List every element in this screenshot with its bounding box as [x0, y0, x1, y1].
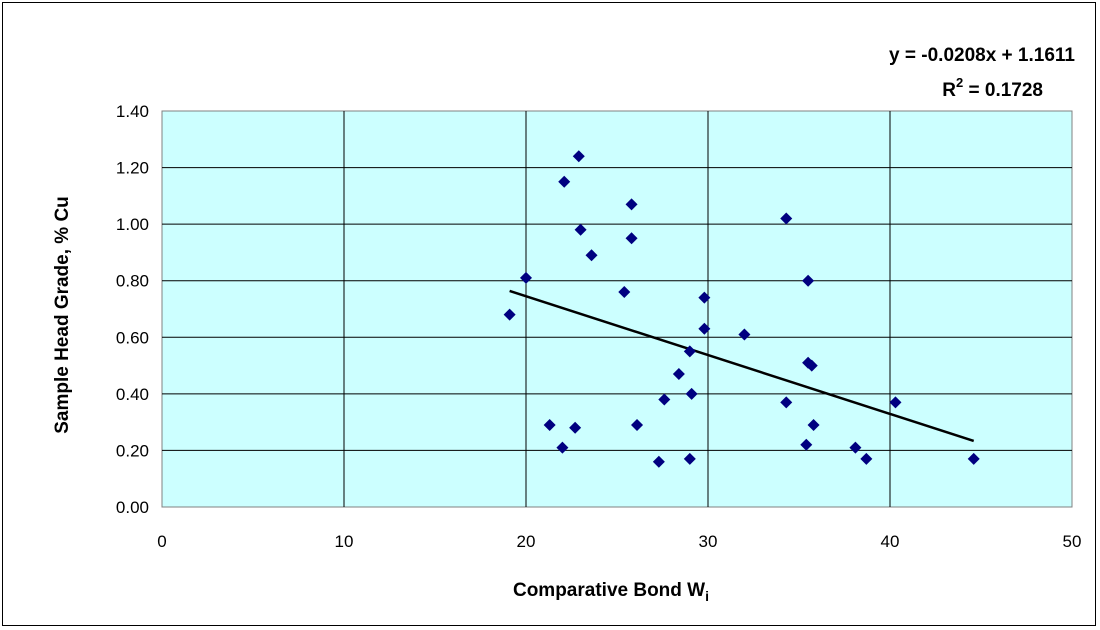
x-axis-title-subscript: i: [705, 588, 709, 604]
data-point-marker: [802, 274, 815, 287]
x-axis-title: Comparative Bond Wi: [513, 580, 709, 604]
x-axis-title-main: Comparative Bond W: [513, 580, 705, 601]
r-squared-value: = 0.1728: [963, 80, 1043, 101]
x-tick-label: 0: [157, 532, 166, 551]
r-squared-superscript: 2: [956, 75, 963, 90]
data-point-marker: [967, 452, 980, 465]
data-point-marker: [625, 198, 638, 211]
data-point-marker: [685, 387, 698, 400]
data-point-marker: [558, 175, 571, 188]
x-tick-label: 10: [335, 532, 354, 551]
data-point-marker: [807, 418, 820, 431]
data-point-marker: [889, 396, 902, 409]
x-tick-label: 30: [699, 532, 718, 551]
x-axis-ticks: 0 10 20 30 40 50: [157, 532, 1081, 551]
y-tick-label: 1.40: [116, 102, 149, 121]
r-squared-r: R: [942, 80, 956, 101]
plot-area: [161, 110, 1073, 508]
y-tick-label: 0.60: [116, 328, 149, 347]
data-point-marker: [738, 328, 751, 341]
data-point-marker: [672, 368, 685, 381]
y-axis-ticks: 0.00 0.20 0.40 0.60 0.80 1.00 1.20 1.40: [116, 102, 149, 517]
x-tick-label: 40: [881, 532, 900, 551]
data-point-marker: [618, 286, 631, 299]
data-point-marker: [556, 441, 569, 454]
data-point-marker: [520, 271, 532, 284]
data-point-marker: [860, 452, 873, 465]
data-point-marker: [585, 249, 598, 262]
data-point-marker: [543, 418, 556, 431]
r-squared-label: R2 = 0.1728: [942, 75, 1043, 101]
y-tick-label: 0.40: [116, 385, 149, 404]
x-tick-label: 20: [517, 532, 536, 551]
data-point-marker: [625, 232, 638, 245]
data-point-marker: [631, 418, 644, 431]
data-point-marker: [849, 441, 862, 454]
data-point-marker: [800, 438, 813, 451]
data-point-marker: [698, 322, 711, 335]
data-point-marker: [572, 150, 585, 163]
data-point-marker: [658, 393, 671, 406]
y-axis-title: Sample Head Grade, % Cu: [52, 196, 73, 434]
data-point-marker: [780, 396, 793, 409]
gridlines: [162, 111, 1072, 507]
trendline-equation: y = -0.0208x + 1.1611: [889, 45, 1075, 66]
data-points: [503, 150, 980, 468]
data-point-marker: [805, 359, 818, 372]
y-tick-label: 1.20: [116, 159, 149, 178]
data-point-marker: [698, 291, 711, 304]
data-point-marker: [683, 452, 696, 465]
data-point-marker: [652, 455, 665, 468]
data-point-marker: [780, 212, 793, 225]
data-point-marker: [574, 223, 587, 236]
x-tick-label: 50: [1063, 532, 1082, 551]
y-tick-label: 0.00: [116, 498, 149, 517]
trendline: [509, 289, 975, 443]
y-tick-label: 0.20: [116, 441, 149, 460]
y-tick-label: 0.80: [116, 272, 149, 291]
y-tick-label: 1.00: [116, 215, 149, 234]
data-point-marker: [569, 421, 582, 434]
data-point-marker: [683, 345, 696, 358]
data-point-marker: [503, 308, 516, 321]
